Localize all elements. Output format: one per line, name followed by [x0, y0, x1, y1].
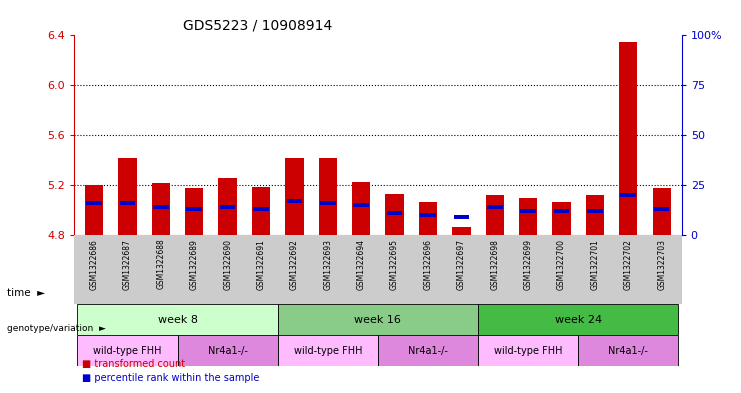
Bar — [619, 42, 637, 235]
Text: GSM1322693: GSM1322693 — [323, 239, 332, 290]
Bar — [320, 201, 336, 206]
Text: Nr4a1-/-: Nr4a1-/- — [608, 345, 648, 356]
Text: GSM1322696: GSM1322696 — [424, 239, 433, 290]
Text: Nr4a1-/-: Nr4a1-/- — [207, 345, 247, 356]
Text: wild-type FHH: wild-type FHH — [293, 345, 362, 356]
Text: GDS5223 / 10908914: GDS5223 / 10908914 — [184, 19, 333, 33]
Bar — [78, 305, 278, 335]
Bar — [219, 178, 237, 235]
Bar — [419, 202, 437, 235]
Bar — [453, 215, 469, 219]
Text: GSM1322699: GSM1322699 — [524, 239, 533, 290]
Bar — [585, 195, 604, 235]
Text: ■ transformed count: ■ transformed count — [82, 358, 185, 369]
Bar — [319, 158, 337, 235]
Text: GSM1322694: GSM1322694 — [356, 239, 366, 290]
Text: GSM1322697: GSM1322697 — [457, 239, 466, 290]
Text: wild-type FHH: wild-type FHH — [494, 345, 562, 356]
Text: wild-type FHH: wild-type FHH — [93, 345, 162, 356]
Bar — [285, 158, 304, 235]
Bar — [120, 201, 136, 206]
Bar — [78, 335, 178, 366]
Text: GSM1322701: GSM1322701 — [591, 239, 599, 290]
Bar — [178, 335, 278, 366]
Bar — [554, 209, 569, 213]
Bar — [587, 209, 602, 213]
Bar — [478, 335, 578, 366]
Text: GSM1322698: GSM1322698 — [491, 239, 499, 290]
Text: week 24: week 24 — [555, 315, 602, 325]
Bar — [353, 203, 369, 208]
Bar — [253, 207, 269, 211]
Bar — [85, 185, 103, 235]
Bar — [520, 209, 536, 213]
Bar — [654, 207, 669, 211]
Bar — [420, 213, 436, 217]
Text: GSM1322688: GSM1322688 — [156, 239, 165, 290]
Bar — [152, 183, 170, 235]
Bar — [620, 193, 636, 198]
Bar — [378, 335, 478, 366]
Bar — [487, 205, 502, 209]
Bar — [653, 188, 671, 235]
Bar — [278, 335, 378, 366]
Bar — [252, 187, 270, 235]
Bar — [385, 194, 404, 235]
Text: ■ percentile rank within the sample: ■ percentile rank within the sample — [82, 373, 259, 384]
Bar — [452, 226, 471, 235]
Text: genotype/variation  ►: genotype/variation ► — [7, 324, 106, 332]
Text: GSM1322690: GSM1322690 — [223, 239, 232, 290]
Text: GSM1322692: GSM1322692 — [290, 239, 299, 290]
Text: GSM1322686: GSM1322686 — [90, 239, 99, 290]
Bar — [153, 205, 169, 209]
Text: time  ►: time ► — [7, 288, 45, 298]
Bar — [220, 205, 236, 209]
Bar — [187, 207, 202, 211]
Bar — [87, 201, 102, 206]
Text: GSM1322687: GSM1322687 — [123, 239, 132, 290]
Bar — [519, 198, 537, 235]
Text: GSM1322700: GSM1322700 — [557, 239, 566, 290]
Bar — [478, 305, 678, 335]
Text: GSM1322695: GSM1322695 — [390, 239, 399, 290]
Bar — [485, 195, 504, 235]
Bar — [552, 202, 571, 235]
Text: week 8: week 8 — [158, 315, 198, 325]
Text: Nr4a1-/-: Nr4a1-/- — [408, 345, 448, 356]
Text: GSM1322702: GSM1322702 — [624, 239, 633, 290]
Text: GSM1322703: GSM1322703 — [657, 239, 666, 290]
Text: GSM1322689: GSM1322689 — [190, 239, 199, 290]
Bar — [278, 305, 478, 335]
Bar — [287, 199, 302, 204]
Text: week 16: week 16 — [354, 315, 402, 325]
Bar — [352, 182, 370, 235]
Bar — [387, 211, 402, 215]
Bar — [578, 335, 678, 366]
Bar — [119, 158, 136, 235]
Text: GSM1322691: GSM1322691 — [256, 239, 265, 290]
Bar — [185, 188, 204, 235]
